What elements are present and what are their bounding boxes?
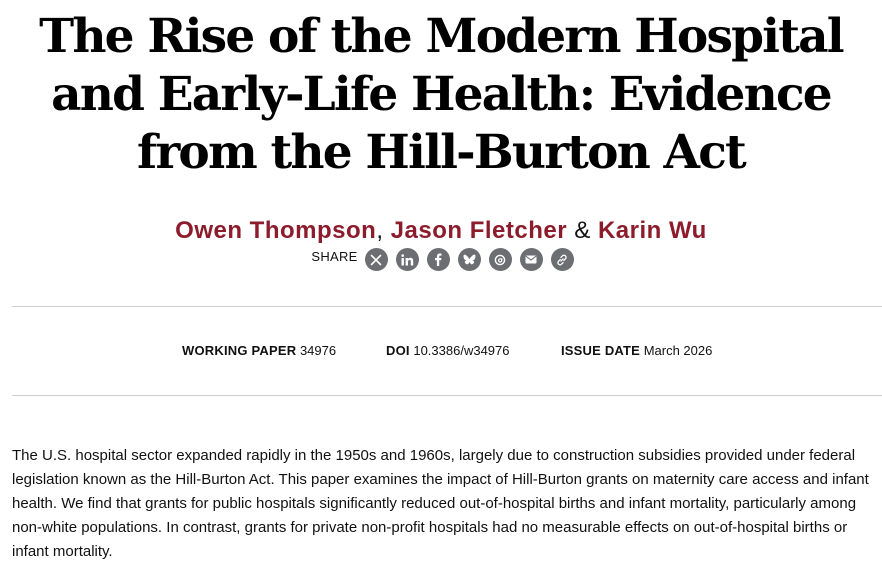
x-icon[interactable] [364,248,388,271]
author-link-karin-wu[interactable]: Karin Wu [597,217,707,244]
working-paper-info: WORKING PAPER 34976 [182,342,336,360]
doi-value[interactable]: 10.3386/w34976 [413,343,510,358]
divider-top [12,306,882,307]
working-paper-label: WORKING PAPER [182,343,297,358]
doi-info: DOI 10.3386/w34976 [386,342,510,360]
share-label: SHARE [311,249,358,264]
link-icon[interactable] [550,248,574,271]
divider-bottom [12,395,882,396]
author-separator: & [574,217,591,244]
email-icon[interactable] [519,248,543,271]
author-separator: , [376,217,384,244]
author-list: Owen Thompson, Jason Fletcher & Karin Wu [0,216,882,246]
author-link-owen-thompson[interactable]: Owen Thompson [175,217,377,244]
bluesky-icon[interactable] [457,248,481,271]
facebook-icon[interactable] [426,248,450,271]
working-paper-number: 34976 [299,343,337,358]
doi-label: DOI [386,343,410,358]
author-link-jason-fletcher[interactable]: Jason Fletcher [390,217,568,244]
abstract-text: The U.S. hospital sector expanded rapidl… [12,447,869,560]
paper-title: The Rise of the Modern Hospital and Earl… [39,9,845,180]
issue-date-label: ISSUE DATE [561,343,641,358]
issue-date-info: ISSUE DATE March 2026 [561,342,712,360]
share-bar: SHARE [0,248,882,271]
linkedin-icon[interactable] [395,248,419,271]
issue-date-value: March 2026 [643,343,713,358]
threads-icon[interactable] [488,248,512,271]
